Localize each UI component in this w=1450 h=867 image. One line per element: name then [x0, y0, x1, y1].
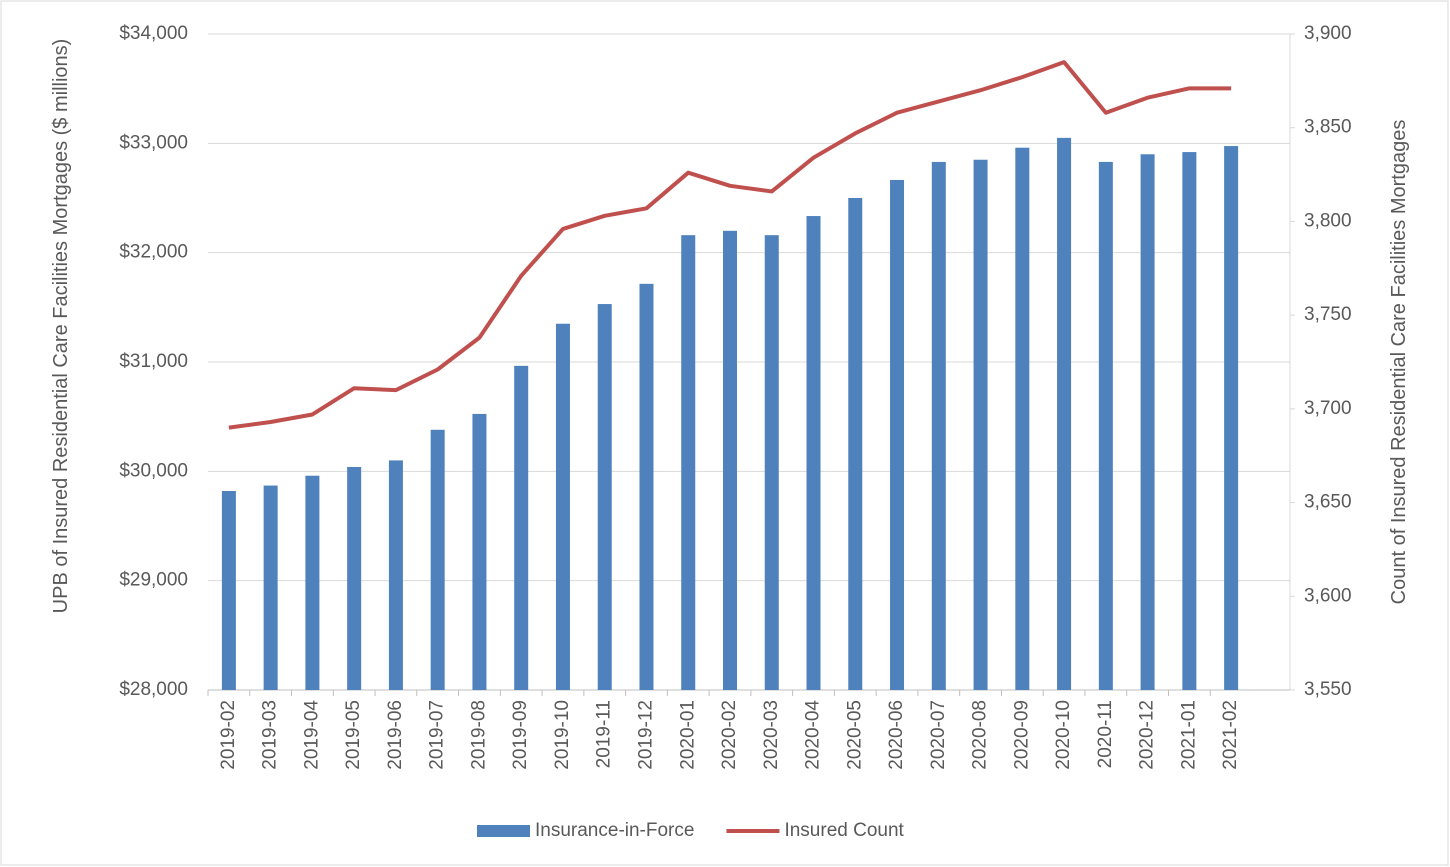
y2-tick-label: 3,900: [1304, 23, 1352, 44]
x-tick-label: 2019-07: [427, 700, 448, 770]
bar: [1182, 152, 1197, 690]
bar: [430, 429, 445, 690]
x-tick-label: 2019-02: [218, 700, 239, 770]
y-tick-label: $32,000: [119, 242, 188, 263]
y2-tick-label: 3,850: [1304, 117, 1352, 138]
bar: [555, 323, 570, 690]
bar: [764, 235, 779, 690]
x-tick-label: 2020-04: [803, 700, 824, 770]
bar: [472, 413, 487, 690]
y-tick-label: $31,000: [119, 351, 188, 372]
x-tick-label: 2020-07: [928, 700, 949, 770]
bar: [681, 235, 696, 690]
bar: [1057, 137, 1072, 690]
x-tick-label: 2021-02: [1220, 700, 1241, 770]
bar: [263, 485, 278, 690]
y-tick-label: $30,000: [119, 460, 188, 481]
x-tick-label: 2020-09: [1011, 700, 1032, 770]
x-tick-label: 2019-04: [301, 700, 322, 770]
y-tick-label: $33,000: [119, 132, 188, 153]
bar: [305, 475, 320, 690]
x-tick-label: 2019-05: [343, 700, 364, 770]
bar: [597, 304, 612, 690]
x-tick-label: 2020-06: [886, 700, 907, 770]
bar: [1098, 161, 1113, 691]
x-tick-label: 2019-08: [468, 700, 489, 770]
y2-axis-title: Count of Insured Residential Care Facili…: [1388, 119, 1410, 605]
x-tick-label: 2019-10: [552, 700, 573, 770]
x-tick-label: 2020-10: [1053, 700, 1074, 770]
bar: [1015, 147, 1030, 690]
x-tick-label: 2020-05: [844, 700, 865, 770]
x-tick-label: 2020-03: [761, 700, 782, 770]
legend-label: Insured Count: [784, 820, 904, 841]
y2-tick-label: 3,600: [1304, 585, 1352, 606]
y2-tick-label: 3,800: [1304, 210, 1352, 231]
bar: [1140, 154, 1155, 690]
y-tick-label: $29,000: [119, 570, 188, 591]
legend-label: Insurance-in-Force: [535, 820, 694, 841]
x-tick-label: 2020-02: [719, 700, 740, 770]
y-axis-title: UPB of Insured Residential Care Faciliti…: [50, 38, 72, 614]
y2-tick-label: 3,700: [1304, 398, 1352, 419]
x-tick-label: 2019-11: [594, 700, 615, 768]
y2-tick-label: 3,750: [1304, 304, 1352, 325]
x-tick-label: 2019-09: [510, 700, 531, 770]
legend-swatch: [477, 825, 530, 837]
x-tick-label: 2019-12: [635, 700, 656, 770]
y-tick-label: $34,000: [119, 23, 188, 44]
y2-tick-label: 3,650: [1304, 492, 1352, 513]
x-tick-label: 2020-11: [1095, 700, 1116, 768]
bar: [388, 460, 403, 690]
x-tick-label: 2021-01: [1178, 700, 1199, 770]
x-tick-label: 2020-12: [1137, 700, 1158, 770]
bar: [347, 466, 362, 690]
x-tick-label: 2020-08: [970, 700, 991, 770]
x-tick-label: 2020-01: [677, 700, 698, 770]
bar: [221, 491, 236, 690]
bar: [848, 198, 863, 690]
y-tick-label: $28,000: [119, 679, 188, 700]
bar: [931, 161, 946, 691]
line: [228, 60, 1232, 430]
bar: [1224, 146, 1239, 691]
bar: [890, 179, 905, 690]
bar: [723, 230, 737, 691]
bar: [973, 159, 988, 690]
bar: [514, 365, 529, 690]
bar: [806, 216, 821, 691]
bar: [639, 283, 654, 690]
x-tick-label: 2019-06: [385, 700, 406, 770]
x-tick-label: 2019-03: [260, 700, 281, 770]
y2-tick-label: 3,550: [1304, 679, 1352, 700]
